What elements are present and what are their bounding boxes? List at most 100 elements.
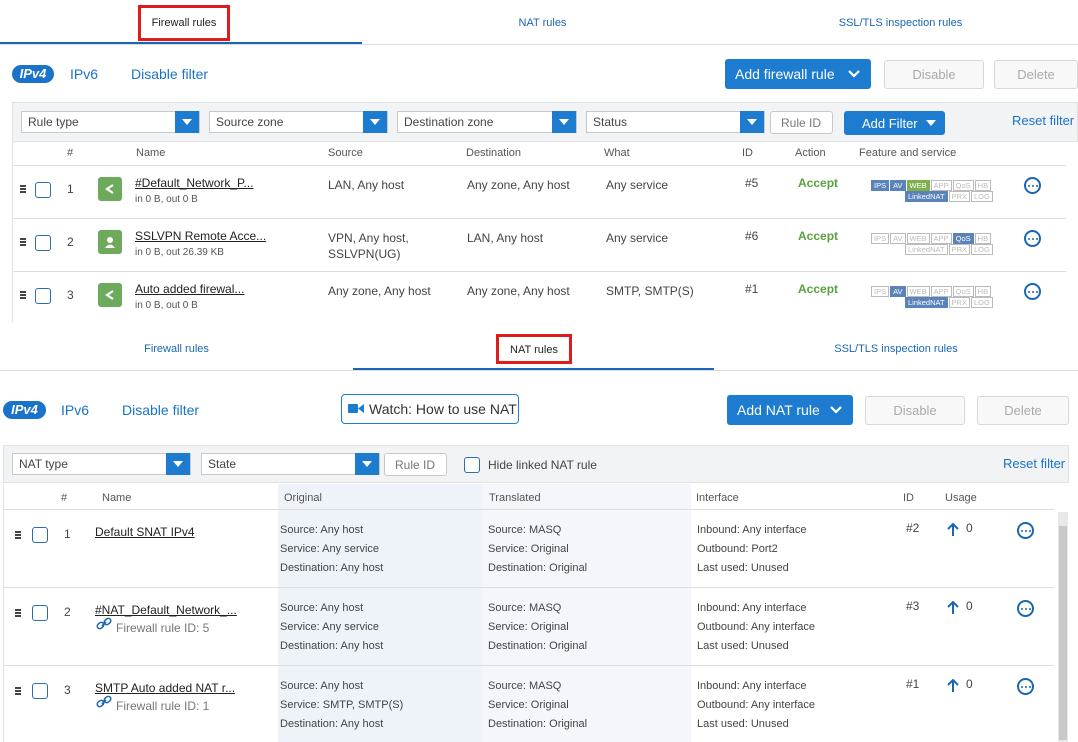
- table-row[interactable]: [12, 272, 1066, 322]
- row-number: 3: [67, 288, 74, 302]
- highlighted-tab-nat-rules[interactable]: NAT rules: [496, 334, 572, 364]
- more-options-icon[interactable]: [1024, 283, 1041, 300]
- table-row[interactable]: [3, 510, 1054, 588]
- column-header-name[interactable]: Name: [136, 147, 166, 159]
- more-options-icon[interactable]: [1017, 600, 1034, 617]
- usage-count: 0: [966, 599, 973, 613]
- rule-destination: LAN, Any host: [467, 231, 544, 245]
- column-header-usage[interactable]: Usage: [945, 492, 977, 504]
- feature-tag: AV: [890, 233, 906, 244]
- rule-name-link[interactable]: Auto added firewal...: [135, 282, 245, 296]
- nat-rule-name-link[interactable]: Default SNAT IPv4: [95, 525, 195, 539]
- more-options-icon[interactable]: [1024, 230, 1041, 247]
- row-checkbox[interactable]: [35, 288, 51, 304]
- linked-firewall-rule-id[interactable]: Firewall rule ID: 5: [116, 621, 210, 635]
- interface-outbound: Outbound: Any interface: [697, 699, 816, 711]
- rule-name-link[interactable]: #Default_Network_P...: [135, 176, 254, 190]
- nat-rule-name-link[interactable]: SMTP Auto added NAT r...: [95, 681, 236, 695]
- hide-linked-nat-rule-checkbox[interactable]: [464, 457, 480, 473]
- row-number: 1: [67, 182, 74, 196]
- column-header-id[interactable]: ID: [742, 147, 753, 159]
- chevron-down-icon[interactable]: [819, 395, 853, 425]
- more-options-icon[interactable]: [1017, 522, 1034, 539]
- table-row[interactable]: [3, 588, 1054, 666]
- row-checkbox[interactable]: [35, 235, 51, 251]
- original-source: Source: Any host: [280, 602, 364, 614]
- scrollbar-thumb[interactable]: [1059, 526, 1067, 740]
- watch-label: Watch: How to use NAT: [369, 401, 517, 417]
- column-header-action[interactable]: Action: [795, 147, 826, 159]
- nat-rule-name-link[interactable]: #NAT_Default_Network_...: [95, 603, 237, 617]
- reset-filter-link[interactable]: Reset filter: [1012, 113, 1075, 128]
- drag-handle-icon[interactable]: [15, 531, 21, 539]
- delete-button[interactable]: Delete: [994, 60, 1078, 89]
- ipv4-toggle[interactable]: IPv4: [12, 65, 54, 83]
- dropdown-arrow-icon: [355, 453, 379, 475]
- ipv6-toggle[interactable]: IPv6: [61, 402, 90, 418]
- ipv4-toggle[interactable]: IPv4: [3, 401, 46, 419]
- rule-source: Any zone, Any host: [328, 284, 431, 298]
- rule-name-link[interactable]: SSLVPN Remote Acce...: [135, 229, 267, 243]
- nat-type-select[interactable]: NAT type: [12, 453, 191, 475]
- button-label: Add Filter: [862, 115, 918, 131]
- rule-source: LAN, Any host: [328, 178, 405, 192]
- tab-label: SSL/TLS inspection rules: [834, 343, 958, 355]
- more-options-icon[interactable]: [1024, 177, 1041, 194]
- table-row[interactable]: [3, 666, 1054, 742]
- linked-firewall-rule-id[interactable]: Firewall rule ID: 1: [116, 699, 210, 713]
- state-select[interactable]: State: [201, 453, 380, 475]
- translated-destination: Destination: Original: [488, 640, 588, 652]
- disable-button[interactable]: Disable: [865, 396, 965, 425]
- table-row[interactable]: [12, 166, 1066, 219]
- table-row[interactable]: [12, 219, 1066, 272]
- feature-tag: LOG: [970, 244, 993, 255]
- rule-id-input[interactable]: Rule ID: [384, 453, 447, 476]
- reset-filter-link[interactable]: Reset filter: [1003, 456, 1066, 471]
- feature-tags: IPS AV WEB APP QoS HB LinkedNAT PRX LOG: [871, 286, 994, 308]
- disable-filter-link[interactable]: Disable filter: [122, 402, 200, 418]
- drag-handle-icon[interactable]: [20, 185, 26, 193]
- add-filter-button[interactable]: Add Filter: [844, 111, 945, 135]
- tab-ssl-tls-inspection-rules[interactable]: SSL/TLS inspection rules: [723, 0, 1078, 44]
- column-header-source[interactable]: Source: [328, 147, 363, 159]
- column-header-what[interactable]: What: [604, 147, 630, 159]
- drag-handle-icon[interactable]: [15, 609, 21, 617]
- drag-handle-icon[interactable]: [20, 291, 26, 299]
- firewall-rules-panel: Firewall rules NAT rules SSL/TLS inspect…: [0, 0, 1078, 322]
- row-checkbox[interactable]: [32, 605, 48, 621]
- column-header-name[interactable]: Name: [102, 492, 132, 504]
- tab-ssl-tls-inspection-rules[interactable]: SSL/TLS inspection rules: [714, 326, 1078, 370]
- translated-destination: Destination: Original: [488, 562, 588, 574]
- rule-id: #1: [745, 282, 759, 296]
- watch-video-button[interactable]: Watch: How to use NAT: [341, 394, 519, 424]
- delete-button[interactable]: Delete: [977, 396, 1069, 425]
- row-checkbox[interactable]: [32, 527, 48, 543]
- source-zone-select[interactable]: Source zone: [209, 111, 388, 133]
- tab-nat-rules[interactable]: NAT rules: [362, 0, 723, 44]
- interface-last-used: Last used: Unused: [697, 718, 789, 730]
- disable-button[interactable]: Disable: [884, 60, 984, 89]
- status-select[interactable]: Status: [586, 111, 765, 133]
- feature-tag: LinkedNAT: [905, 297, 948, 308]
- drag-handle-icon[interactable]: [20, 238, 26, 246]
- interface-last-used: Last used: Unused: [697, 562, 789, 574]
- row-checkbox[interactable]: [32, 683, 48, 699]
- disable-filter-link[interactable]: Disable filter: [131, 66, 209, 82]
- column-header-destination[interactable]: Destination: [466, 147, 522, 159]
- chevron-down-icon[interactable]: [837, 59, 871, 89]
- add-firewall-rule-button[interactable]: Add firewall rule: [725, 59, 871, 89]
- rule-id-input[interactable]: Rule ID: [770, 111, 833, 134]
- highlighted-tab-firewall-rules[interactable]: Firewall rules: [138, 5, 230, 41]
- drag-handle-icon[interactable]: [15, 687, 21, 695]
- column-header-number: #: [61, 492, 68, 504]
- ipv6-toggle[interactable]: IPv6: [70, 66, 99, 82]
- row-checkbox[interactable]: [35, 182, 51, 198]
- column-header-id[interactable]: ID: [903, 492, 914, 504]
- more-options-icon[interactable]: [1017, 678, 1034, 695]
- tab-firewall-rules[interactable]: Firewall rules: [0, 326, 353, 370]
- usage-count: 0: [966, 677, 973, 691]
- add-nat-rule-button[interactable]: Add NAT rule: [727, 395, 853, 425]
- destination-zone-select[interactable]: Destination zone: [397, 111, 577, 133]
- scrollbar[interactable]: [1058, 512, 1068, 742]
- rule-type-select[interactable]: Rule type: [21, 111, 200, 133]
